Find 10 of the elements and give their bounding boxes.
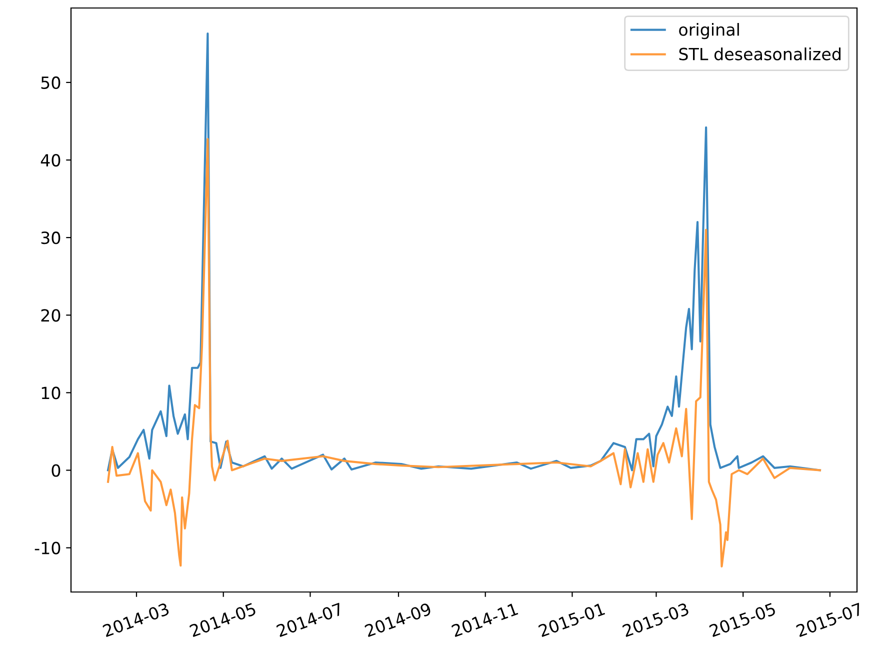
- y-tick-label: 20: [41, 309, 60, 322]
- legend-label: STL deseasonalized: [679, 47, 840, 60]
- legend-label: original: [679, 23, 739, 40]
- y-tick-label: 40: [40, 154, 60, 167]
- y-tick-label: 0: [52, 464, 60, 477]
- line-series: [106, 138, 822, 568]
- y-tick-label: 10: [42, 386, 60, 400]
- y-tick-label: -10: [34, 542, 60, 554]
- y-tick-label: 50: [41, 76, 60, 90]
- y-tick-label: 30: [41, 232, 60, 244]
